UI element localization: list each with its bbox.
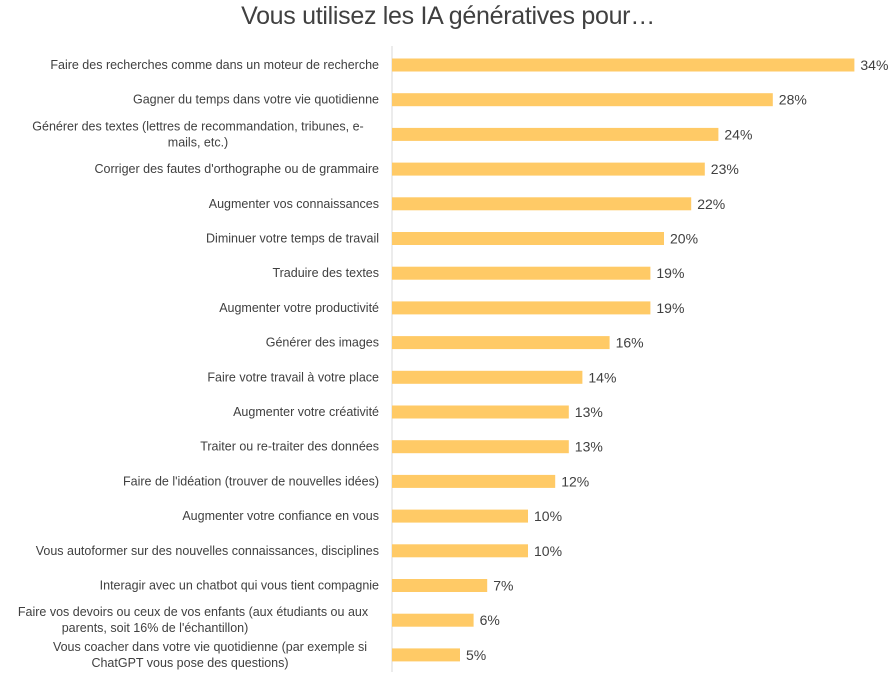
category-label: Traiter ou re-traiter des données: [200, 440, 379, 454]
bar: [392, 509, 528, 523]
category-label: Générer des textes (lettres de recommand…: [32, 119, 363, 149]
data-label: 13%: [575, 439, 603, 455]
data-label: 19%: [656, 300, 684, 316]
category-label: Diminuer votre temps de travail: [206, 232, 379, 246]
category-label: Interagir avec un chatbot qui vous tient…: [100, 579, 379, 593]
bar: [392, 474, 556, 488]
data-label: 24%: [724, 126, 752, 142]
data-label: 20%: [670, 231, 698, 247]
data-label: 10%: [534, 508, 562, 524]
bar: [392, 544, 528, 558]
bar: [392, 613, 474, 627]
bar: [392, 301, 651, 315]
bar: [392, 162, 705, 176]
bar: [392, 336, 610, 350]
category-label: Augmenter votre créativité: [233, 405, 379, 419]
data-label: 16%: [616, 335, 644, 351]
category-label: Gagner du temps dans votre vie quotidien…: [133, 93, 379, 107]
data-label: 19%: [656, 265, 684, 281]
bar: [392, 93, 773, 107]
category-label: Augmenter vos connaissances: [209, 197, 379, 211]
bar: [392, 266, 651, 280]
category-label: Augmenter votre productivité: [219, 301, 379, 315]
category-label: Vous coacher dans votre vie quotidienne …: [53, 640, 367, 670]
category-label: Faire vos devoirs ou ceux de vos enfants…: [18, 605, 369, 635]
bar: [392, 232, 664, 245]
bar: [392, 370, 583, 384]
data-label: 12%: [561, 473, 589, 489]
bar: [392, 440, 569, 454]
category-label: Faire des recherches comme dans un moteu…: [50, 58, 379, 72]
data-label: 13%: [575, 404, 603, 420]
bar: [392, 127, 719, 141]
category-label: Augmenter votre confiance en vous: [182, 509, 379, 523]
data-label: 34%: [860, 57, 888, 73]
data-label: 23%: [711, 161, 739, 177]
data-label: 14%: [588, 369, 616, 385]
data-label: 5%: [466, 647, 486, 663]
bar: [392, 58, 855, 72]
data-label: 7%: [493, 578, 513, 594]
data-label: 28%: [779, 92, 807, 108]
bar: [392, 197, 692, 211]
data-label: 6%: [480, 612, 500, 628]
data-label: 22%: [697, 196, 725, 212]
category-label: Générer des images: [266, 336, 379, 350]
bar: [392, 648, 460, 662]
category-label: Vous autoformer sur des nouvelles connai…: [36, 544, 379, 558]
bar: [392, 405, 569, 419]
category-label: Faire de l'idéation (trouver de nouvelle…: [123, 474, 379, 488]
category-label: Traduire des textes: [272, 266, 379, 280]
category-label: Corriger des fautes d'orthographe ou de …: [95, 162, 380, 176]
bar: [392, 579, 488, 592]
data-label: 10%: [534, 543, 562, 559]
category-label: Faire votre travail à votre place: [207, 370, 379, 384]
chart-title: Vous utilisez les IA génératives pour…: [241, 2, 655, 30]
